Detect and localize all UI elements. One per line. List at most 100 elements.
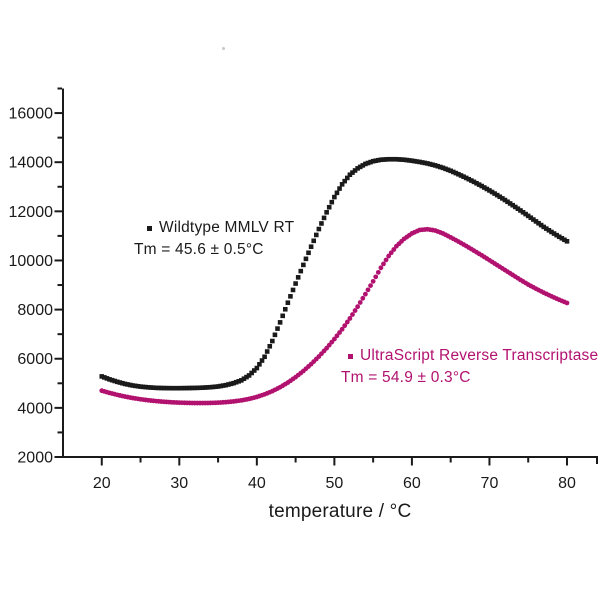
series-0-marker: [156, 385, 161, 391]
series-0-marker: [215, 384, 221, 389]
series-0-marker: [365, 160, 371, 166]
series-0-marker: [399, 157, 404, 162]
series-0-marker: [391, 156, 397, 162]
series-0-marker: [228, 381, 234, 387]
series-0-marker: [254, 365, 260, 371]
series-0-marker: [290, 287, 296, 293]
series-0-marker: [321, 215, 327, 221]
series-0-marker: [104, 376, 110, 381]
legend-ultrascript: UltraScript Reverse Transcriptase Tm = 5…: [341, 345, 598, 389]
series-0-marker: [383, 157, 389, 162]
series-0-marker: [306, 250, 311, 256]
series-0-marker: [213, 384, 218, 390]
series-0-marker: [476, 182, 482, 187]
series-0-marker: [257, 362, 262, 367]
series-0-marker: [282, 306, 288, 312]
series-0-marker: [425, 161, 430, 166]
series-0-marker: [417, 159, 422, 165]
series-0-marker: [197, 385, 203, 391]
y-tick-label: 4000: [17, 400, 53, 417]
series-0-marker: [326, 204, 332, 210]
series-0-marker: [461, 174, 466, 179]
series-0-marker: [520, 209, 526, 215]
series-1-marker: [388, 250, 394, 256]
series-0-marker: [251, 368, 257, 373]
series-0-marker: [564, 239, 570, 244]
series-0-marker: [109, 377, 115, 383]
series-0-marker: [324, 210, 329, 215]
series-0-marker: [210, 384, 216, 390]
series-0-marker: [551, 231, 557, 236]
series-0-marker: [458, 173, 464, 178]
series-1-marker: [357, 300, 363, 305]
series-0-marker: [120, 380, 125, 386]
series-0-marker: [500, 196, 505, 201]
series-0-marker: [396, 157, 402, 162]
series-0-marker: [445, 167, 451, 173]
series-0-marker: [264, 349, 270, 354]
series-0-marker: [342, 178, 348, 184]
y-tick-label: 14000: [9, 155, 54, 172]
series-0-marker: [275, 326, 280, 331]
series-0-marker: [432, 163, 438, 168]
series-0-marker: [148, 385, 154, 390]
series-1-marker: [386, 253, 392, 259]
series-0-marker: [453, 170, 459, 176]
series-0-marker: [394, 156, 399, 162]
series-1-marker: [368, 283, 373, 289]
legend-ultrascript-row: UltraScript Reverse Transcriptase: [348, 345, 598, 367]
series-0-marker: [414, 159, 420, 164]
series-0-marker: [140, 384, 146, 390]
series-1-marker: [370, 278, 376, 284]
series-0-marker: [226, 382, 231, 387]
series-0-marker: [440, 165, 446, 171]
series-0-marker: [114, 379, 120, 385]
series-0-marker: [239, 378, 244, 383]
x-tick-label: 60: [403, 475, 421, 492]
series-0-marker: [125, 382, 130, 387]
series-0-marker: [249, 370, 254, 376]
series-0-marker: [469, 178, 474, 183]
series-0-marker: [233, 379, 239, 385]
series-0-marker: [272, 332, 278, 338]
series-0-marker: [350, 170, 355, 175]
series-0-marker: [143, 384, 149, 390]
series-0-marker: [311, 238, 317, 244]
series-0-marker: [334, 190, 340, 196]
series-0-marker: [280, 313, 285, 319]
series-0-marker: [158, 385, 164, 391]
x-tick-label: 40: [248, 475, 266, 492]
series-0-marker: [531, 217, 536, 222]
series-0-marker: [308, 244, 314, 250]
series-0-marker: [208, 384, 213, 390]
series-0-marker: [166, 385, 172, 391]
series-0-marker: [259, 358, 265, 363]
series-1-marker: [344, 319, 350, 325]
x-axis-title: temperature / °C: [268, 501, 412, 522]
series-1-marker: [564, 300, 570, 306]
series-0-marker: [549, 229, 554, 235]
series-0-marker: [481, 185, 487, 190]
series-0-marker: [127, 382, 133, 388]
series-0-marker: [487, 188, 492, 193]
series-0-marker: [443, 166, 448, 172]
wildtype-tm-label: Tm = 45.6 ± 0.5°C: [134, 241, 264, 258]
series-0-marker: [293, 281, 298, 286]
series-1-marker: [355, 304, 361, 310]
wildtype-series-label: Wildtype MMLV RT: [159, 219, 295, 236]
series-0-marker: [231, 380, 236, 386]
series-0-marker: [153, 385, 159, 391]
y-tick-label: 12000: [9, 204, 54, 221]
series-0-marker: [184, 385, 190, 391]
series-1-marker: [352, 308, 358, 313]
series-1-marker: [350, 312, 355, 317]
series-1-marker: [342, 323, 348, 329]
series-0-marker: [523, 211, 528, 217]
series-1-marker: [360, 295, 366, 301]
series-0-marker: [502, 197, 508, 203]
series-0-marker: [319, 221, 324, 226]
series-0-marker: [285, 300, 291, 306]
series-0-marker: [189, 385, 195, 391]
series-0-marker: [510, 202, 516, 208]
